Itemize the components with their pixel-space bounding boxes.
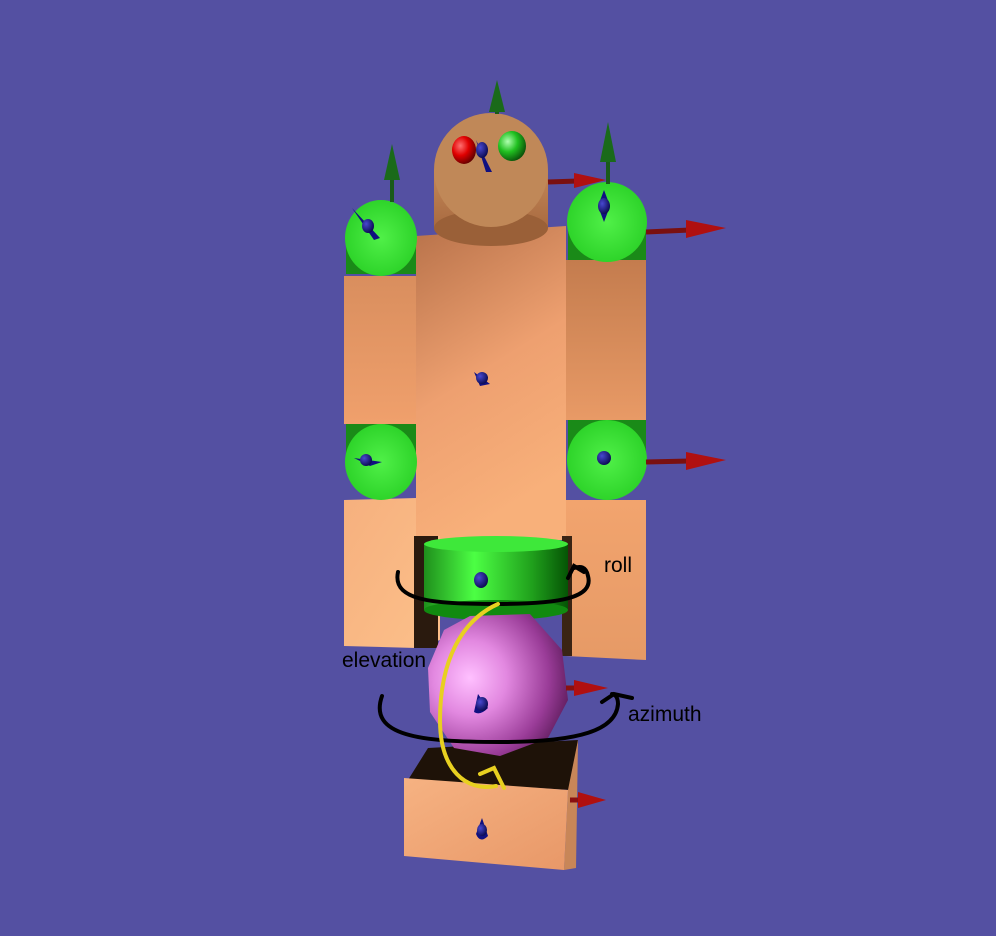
- left-upper-arm: [344, 276, 416, 424]
- right-shoulder-joint: [567, 122, 726, 262]
- right-elbow-x-axis-arrow: [645, 452, 726, 470]
- waist-cylinder-joint: [424, 536, 568, 620]
- base-x-axis-arrow: [570, 792, 606, 808]
- elevation-rotation-annotation: [437, 602, 506, 790]
- right-leg: [566, 500, 646, 660]
- left-elbow-joint: [345, 424, 417, 500]
- torso-z-axis-marker: [474, 372, 490, 386]
- left-eye-green: [498, 131, 526, 161]
- left-shoulder-joint: [345, 144, 417, 276]
- azimuth-label: azimuth: [628, 703, 702, 726]
- head: [434, 80, 606, 246]
- roll-rotation-annotation: [395, 563, 591, 607]
- right-eye-red: [452, 136, 476, 164]
- right-upper-arm: [566, 260, 646, 420]
- head-z-axis-marker: [476, 140, 492, 172]
- hip-sphere-joint: [428, 614, 608, 756]
- roll-label: roll: [604, 554, 633, 577]
- right-shoulder-y-axis-arrow: [600, 122, 616, 184]
- azimuth-rotation-annotation: [377, 691, 634, 745]
- right-elbow-joint: [567, 420, 726, 500]
- torso: [416, 226, 566, 540]
- base-box: [404, 740, 606, 870]
- head-x-axis-arrow: [547, 173, 606, 188]
- left-shoulder-y-axis-arrow: [384, 144, 400, 202]
- elevation-label: elevation: [342, 649, 427, 672]
- base-z-axis-marker: [476, 818, 488, 840]
- hip-x-axis-arrow: [566, 680, 608, 696]
- head-y-axis-arrow: [489, 80, 505, 114]
- right-shoulder-x-axis-arrow: [645, 220, 726, 238]
